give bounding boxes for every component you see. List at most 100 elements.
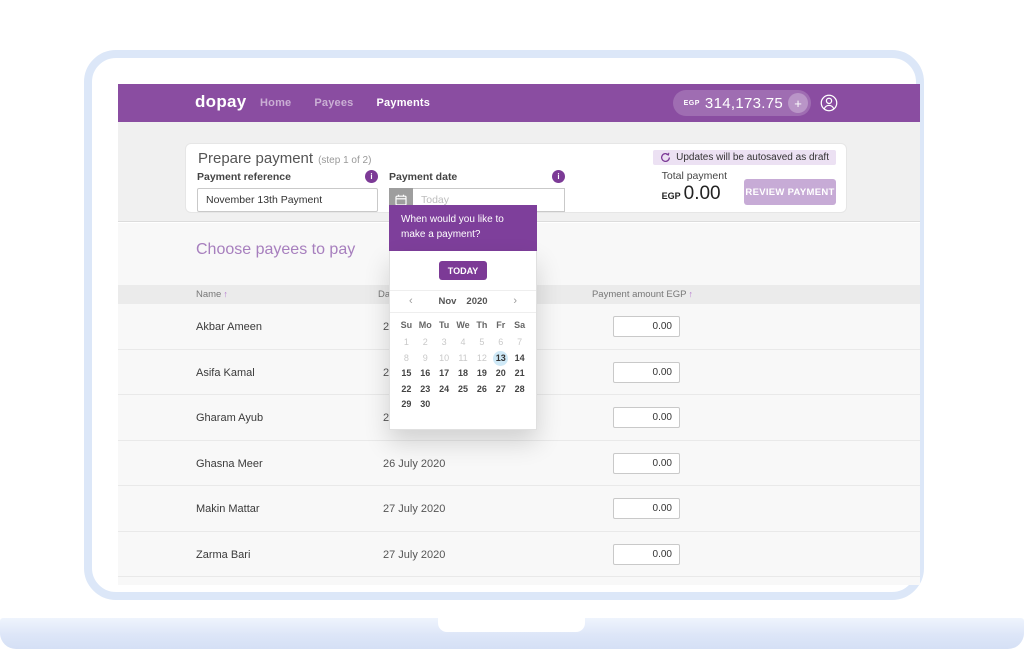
payment-date-label: Payment date xyxy=(389,170,458,183)
calendar-day[interactable]: 10 xyxy=(439,352,450,363)
payee-date: 26 July 2020 xyxy=(383,457,446,470)
calendar-day[interactable]: 7 xyxy=(517,337,523,347)
weekday-label: Mo xyxy=(418,320,432,330)
laptop-base xyxy=(0,618,1024,649)
calendar-day[interactable]: 9 xyxy=(422,352,428,363)
prev-month-icon[interactable]: ‹ xyxy=(409,295,413,307)
weekday-label: Tu xyxy=(438,320,450,330)
payment-amount-input[interactable] xyxy=(613,316,680,337)
balance-currency: EGP xyxy=(683,99,700,107)
payee-name: Asifa Kamal xyxy=(196,366,255,379)
info-icon[interactable]: i xyxy=(552,170,565,183)
profile-icon[interactable] xyxy=(820,94,838,112)
nav-links: Home Payees Payments xyxy=(260,84,430,122)
payment-reference-field: Payment reference i xyxy=(197,170,378,212)
payee-date: 27 July 2020 xyxy=(383,503,446,515)
payment-summary: Updates will be autosaved as draft Total… xyxy=(576,150,836,205)
calendar-day[interactable]: 26 xyxy=(476,383,487,394)
date-picker-body: TODAY ‹ Nov 2020 › Su Mo Tu We Th Fr Sa xyxy=(389,251,537,430)
column-header-amount[interactable]: Payment amount EGP ↑ xyxy=(591,289,694,300)
calendar-day[interactable]: 22 xyxy=(401,383,412,394)
calendar-day[interactable]: 2 xyxy=(422,337,428,347)
calendar-day[interactable]: 21 xyxy=(514,368,525,378)
payee-row: Makin Mattar 27 July 2020 xyxy=(118,486,920,532)
weekday-label: Su xyxy=(400,320,413,330)
payment-amount-input[interactable] xyxy=(613,407,680,428)
calendar-day[interactable]: 28 xyxy=(514,383,525,394)
calendar-day[interactable]: 16 xyxy=(420,368,431,378)
dopay-logo: dopay xyxy=(195,92,247,111)
calendar-day[interactable]: 14 xyxy=(514,352,525,363)
info-icon[interactable]: i xyxy=(365,170,378,183)
payee-name: Makin Mattar xyxy=(196,503,260,515)
calendar-day[interactable]: 1 xyxy=(403,337,409,347)
payee-name: Akbar Ameen xyxy=(196,321,263,333)
calendar-day[interactable]: 27 xyxy=(495,383,506,394)
total-currency: EGP xyxy=(661,191,681,201)
nav-link[interactable]: Home xyxy=(260,97,292,109)
balance-pill: EGP 314,173.75 + xyxy=(672,90,811,116)
calendar-day[interactable]: 3 xyxy=(441,337,447,347)
calendar-day[interactable]: 6 xyxy=(498,337,504,347)
payment-amount-input[interactable] xyxy=(613,361,680,383)
calendar-days-grid: 1 2 3 4 5 6 7 8 9 10 11 12 13 14 15 16 17 18 19 20 21 22 23 24 2… xyxy=(390,335,536,413)
choose-payees-heading: Choose payees to pay xyxy=(196,241,356,258)
navbar: dopay Home Payees Payments EGP 314,173.7… xyxy=(118,84,920,122)
weekday-label: Th xyxy=(476,320,488,330)
calendar-day[interactable]: 13 xyxy=(493,350,509,366)
total-amount: 0.00 xyxy=(683,183,721,204)
payment-reference-input[interactable] xyxy=(197,188,378,212)
month-year-label: Nov 2020 xyxy=(438,296,487,307)
calendar-day[interactable]: 4 xyxy=(460,337,466,347)
nav-link[interactable]: Payees xyxy=(314,97,354,109)
autosave-badge: Updates will be autosaved as draft xyxy=(653,150,836,165)
calendar-day[interactable]: 15 xyxy=(401,368,412,378)
step-indicator: (step 1 of 2) xyxy=(318,155,372,166)
payee-row: Ghasna Meer 26 July 2020 xyxy=(118,441,920,486)
calendar-day[interactable]: 12 xyxy=(476,352,487,363)
total-payment-label: Total payment xyxy=(661,170,727,182)
column-header-date[interactable]: Date xyxy=(378,289,398,300)
weekday-label: Fr xyxy=(496,320,506,330)
calendar-day[interactable]: 29 xyxy=(401,399,412,409)
payee-row: Zarma Bari 27 July 2020 xyxy=(118,532,920,577)
date-picker-prompt: When would you like to make a payment? xyxy=(389,205,537,251)
calendar-day[interactable]: 24 xyxy=(439,383,450,394)
payee-date: 27 July 2020 xyxy=(383,548,446,561)
calendar-day[interactable]: 19 xyxy=(476,368,487,378)
laptop-notch xyxy=(438,618,585,632)
payment-amount-input[interactable] xyxy=(613,452,680,474)
column-header-name[interactable]: Name ↑ xyxy=(196,289,228,300)
prepare-payment-card: Prepare payment (step 1 of 2) Payment ref… xyxy=(185,143,847,213)
autosave-text: Updates will be autosaved as draft xyxy=(676,152,829,163)
sort-up-icon: ↑ xyxy=(688,289,694,299)
payment-reference-label: Payment reference xyxy=(197,170,291,183)
payment-amount-input[interactable] xyxy=(613,498,680,519)
calendar-day[interactable]: 18 xyxy=(457,368,468,378)
calendar-day[interactable]: 17 xyxy=(439,368,450,378)
calendar-day[interactable]: 20 xyxy=(495,368,506,378)
payee-name: Gharam Ayub xyxy=(196,412,264,424)
month-label: Nov xyxy=(438,296,457,307)
laptop-screen-frame: dopay Home Payees Payments EGP 314,173.7… xyxy=(84,50,924,600)
today-button[interactable]: TODAY xyxy=(439,261,487,280)
payment-amount-input[interactable] xyxy=(613,543,680,565)
next-month-icon[interactable]: › xyxy=(513,295,517,307)
calendar-day[interactable]: 5 xyxy=(479,337,485,347)
navbar-right: EGP 314,173.75 + xyxy=(672,90,838,116)
app-window: dopay Home Payees Payments EGP 314,173.7… xyxy=(118,84,920,585)
calendar-day[interactable]: 8 xyxy=(403,352,409,363)
balance-amount: 314,173.75 xyxy=(704,94,783,112)
weekday-label: We xyxy=(456,320,470,330)
add-funds-button[interactable]: + xyxy=(788,93,808,113)
total-payment-value: EGP 0.00 xyxy=(662,183,727,205)
calendar-day[interactable]: 23 xyxy=(420,383,431,394)
nav-link[interactable]: Payments xyxy=(376,97,431,109)
calendar-day[interactable]: 11 xyxy=(458,352,468,363)
prepare-payment-title: Prepare payment (step 1 of 2) xyxy=(198,150,371,167)
calendar-day[interactable]: 25 xyxy=(457,383,468,394)
review-payment-button[interactable]: REVIEW PAYMENT xyxy=(744,179,836,205)
month-navigation: ‹ Nov 2020 › xyxy=(390,290,536,313)
calendar-day[interactable]: 30 xyxy=(420,399,431,409)
payee-name: Zarma Bari xyxy=(196,548,251,561)
